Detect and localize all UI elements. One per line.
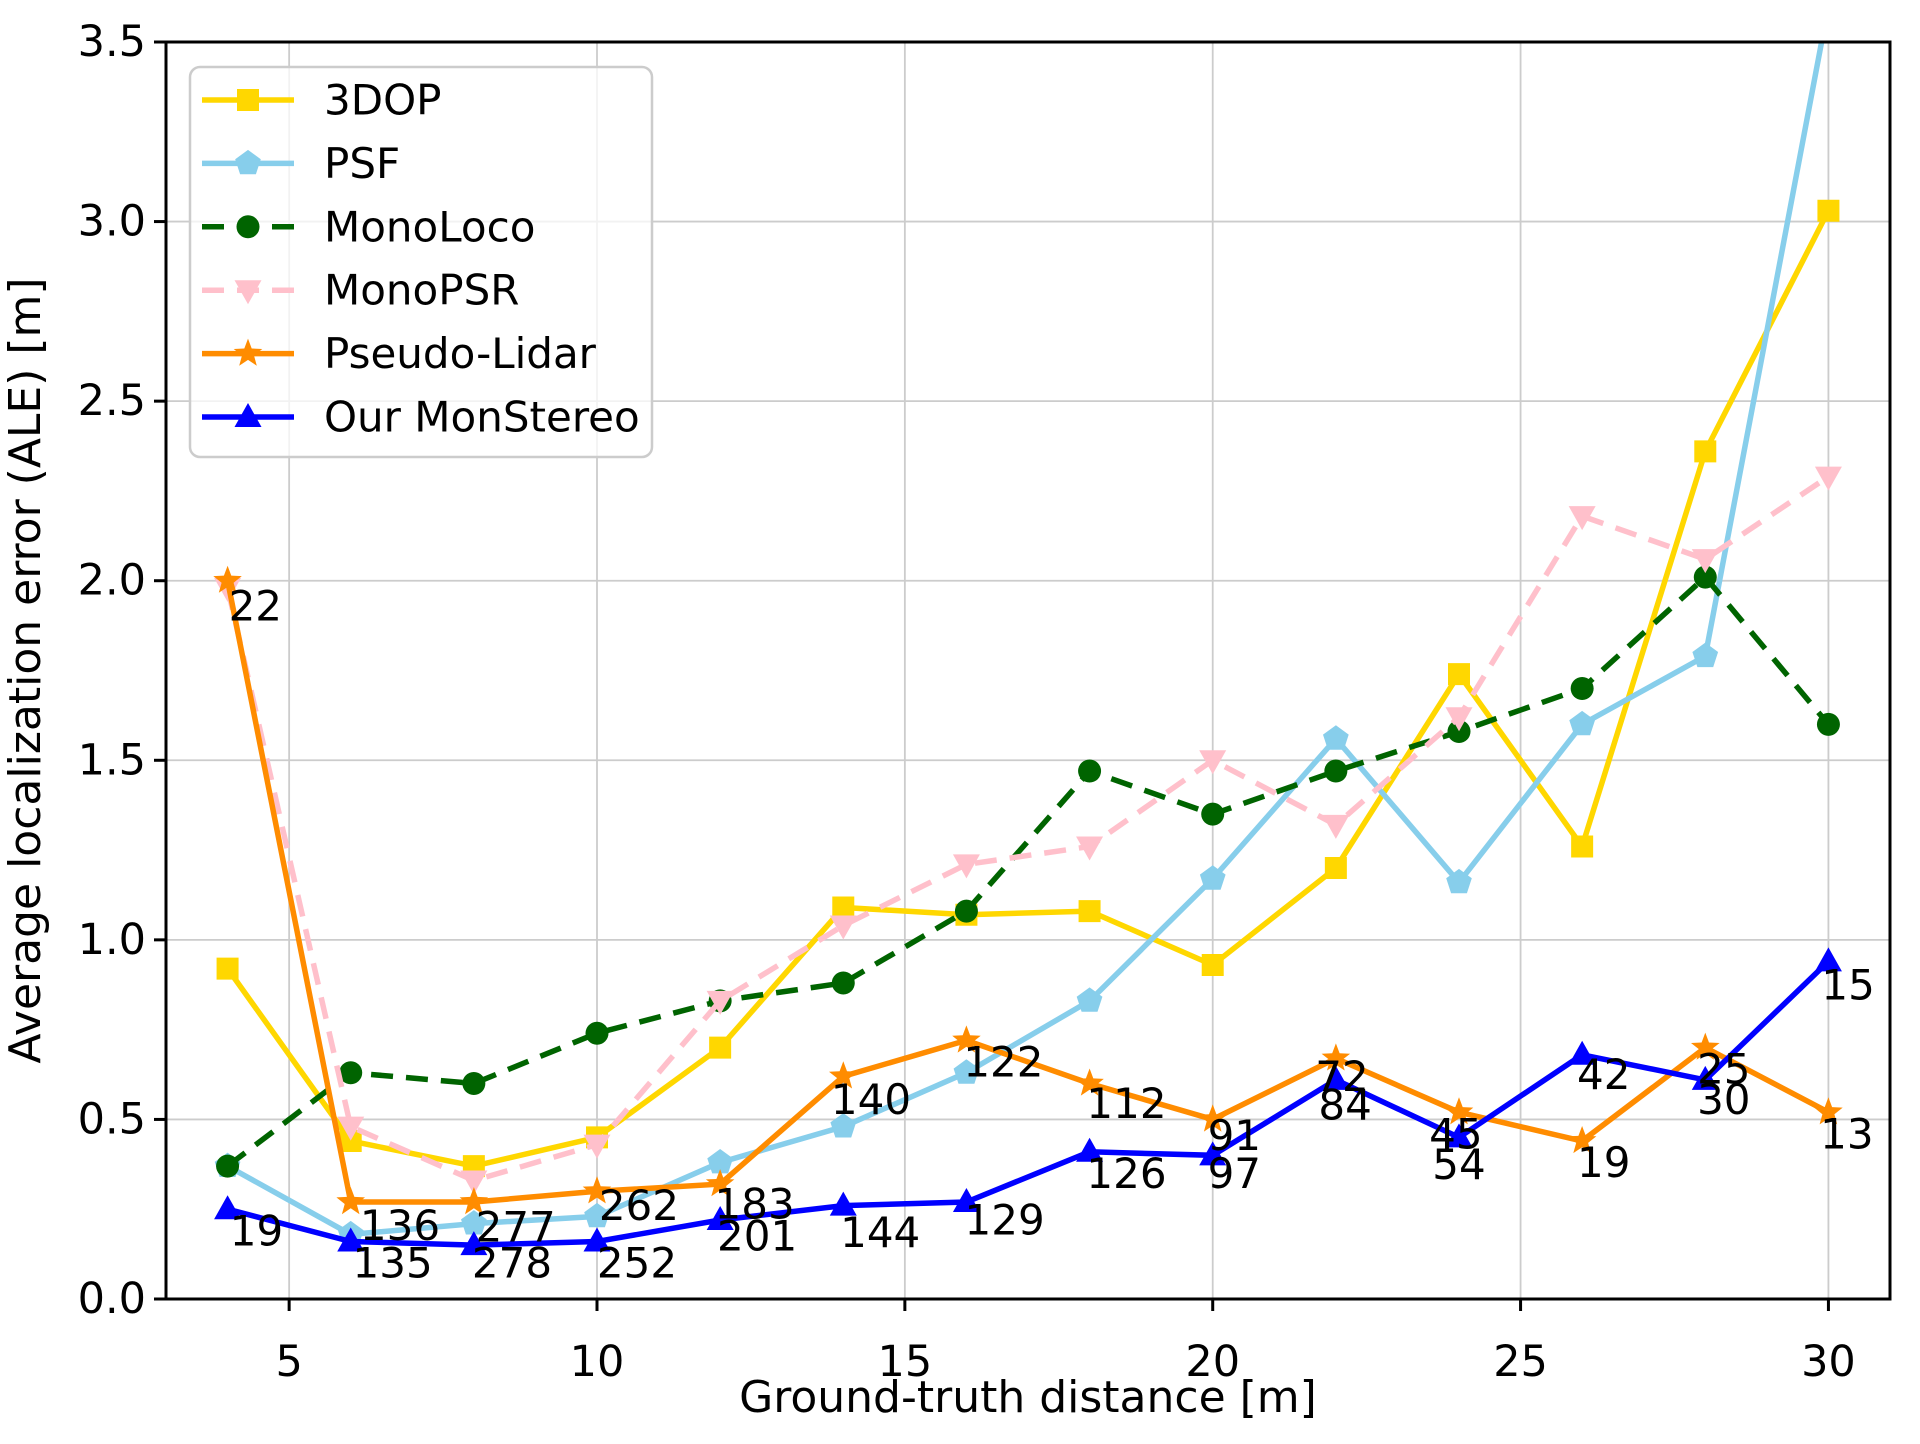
count-label-our-monstereo-x16.62: 129 [965, 1196, 1045, 1245]
legend-marker-our-monstereo [234, 403, 262, 427]
legend-box [188, 65, 654, 459]
svg-text:15: 15 [877, 1337, 932, 1387]
y-tick-labels: 0.0 0.5 1.0 1.5 2.0 2.5 3.0 3.5 [78, 17, 146, 1324]
svg-text:3.0: 3.0 [78, 197, 146, 247]
count-annotations: 22 136 277 262 183 140 122 112 91 72 45 19 25 13 19 135… [229, 581, 1875, 1287]
svg-text:1.5: 1.5 [78, 735, 146, 785]
legend-label-pseudo-lidar: Pseudo-Lidar [324, 329, 597, 378]
count-label-pseudo-lidar-x10.68: 262 [599, 1181, 679, 1230]
legend-marker-3dop [237, 89, 259, 111]
series-psf [214, 42, 1825, 1246]
svg-text:1.0: 1.0 [78, 915, 146, 965]
count-label-our-monstereo-x8.62: 278 [472, 1239, 552, 1288]
series-markers-psf [214, 642, 1719, 1246]
count-label-our-monstereo-x14.6: 144 [840, 1208, 920, 1257]
svg-text:10: 10 [570, 1337, 625, 1387]
legend-label-psf: PSF [324, 139, 400, 188]
count-label-pseudo-lidar-x30.3: 13 [1820, 1109, 1873, 1158]
count-label-pseudo-lidar-x16.6: 122 [963, 1038, 1043, 1087]
y-axis-label: Average localization error (ALE) [m] [0, 277, 51, 1063]
series-monoloco [216, 565, 1840, 1178]
count-label-pseudo-lidar-x8.68: 277 [476, 1203, 556, 1252]
legend: 3DOP PSF MonoLoco MonoPSR Pseudo-Lidar Our Mo… [188, 65, 654, 459]
svg-text:2.5: 2.5 [78, 376, 146, 426]
svg-text:2.0: 2.0 [78, 556, 146, 606]
legend-item-pseudo-lidar: Pseudo-Lidar [202, 329, 597, 378]
legend-label-our-monstereo: Our MonStereo [324, 393, 640, 442]
legend-item-monoloco: MonoLoco [202, 202, 535, 251]
x-tick-labels: 5 10 15 20 25 30 [275, 1337, 1855, 1387]
svg-text:25: 25 [1493, 1337, 1548, 1387]
series-layer [213, 42, 1843, 1256]
legend-label-monoloco: MonoLoco [324, 202, 535, 251]
svg-text:0.0: 0.0 [78, 1274, 146, 1324]
series-line-3dop [225, 209, 1831, 1169]
count-label-our-monstereo-x28.3: 30 [1697, 1075, 1750, 1124]
legend-marker-psf [235, 149, 261, 175]
series-markers-pseudo-lidar [213, 565, 1843, 1215]
count-label-pseudo-lidar-x14.45: 140 [831, 1075, 911, 1124]
svg-text:3.5: 3.5 [78, 17, 146, 67]
count-label-pseudo-lidar-x22.1: 72 [1315, 1052, 1368, 1101]
count-label-pseudo-lidar-x28.3: 25 [1697, 1045, 1750, 1094]
series-our-monstereo [214, 947, 1842, 1256]
svg-text:20: 20 [1185, 1337, 1240, 1387]
count-label-pseudo-lidar-x23.95: 45 [1429, 1109, 1482, 1158]
legend-item-monopsr: MonoPSR [202, 266, 519, 315]
legend-item-3dop: 3DOP [202, 76, 441, 125]
count-label-our-monstereo-x18.6: 126 [1086, 1149, 1166, 1198]
svg-text:5: 5 [275, 1337, 302, 1387]
legend-marker-monoloco [236, 215, 260, 239]
axes-spines [164, 40, 1892, 1301]
count-label-our-monstereo-x10.65: 252 [597, 1239, 677, 1288]
series-line-pseudo-lidar [224, 580, 1830, 1205]
legend-marker-pseudo-lidar [233, 338, 263, 366]
count-label-pseudo-lidar-x6.8: 136 [360, 1201, 440, 1250]
count-label-our-monstereo-x6.68: 135 [353, 1239, 433, 1288]
svg-text:30: 30 [1801, 1337, 1856, 1387]
tick-marks [154, 40, 1830, 1311]
legend-label-monopsr: MonoPSR [324, 266, 519, 315]
count-label-our-monstereo-x12.6: 201 [717, 1212, 797, 1261]
series-markers-our-monstereo [214, 947, 1842, 1256]
count-label-pseudo-lidar-x12.56: 183 [715, 1179, 795, 1228]
x-axis-label: Ground-truth distance [m] [739, 1372, 1317, 1423]
legend-marker-monopsr [234, 280, 262, 305]
legend-label-3dop: 3DOP [324, 76, 441, 125]
series-pseudo-lidar [213, 565, 1843, 1215]
svg-text:0.5: 0.5 [78, 1094, 146, 1144]
count-label-our-monstereo-x22.15: 84 [1318, 1081, 1371, 1130]
count-label-our-monstereo-x26.35: 42 [1577, 1050, 1630, 1099]
series-line-monoloco [225, 573, 1831, 1169]
count-label-our-monstereo-x4.47: 19 [230, 1206, 283, 1255]
count-label-pseudo-lidar-x18.6: 112 [1086, 1079, 1166, 1128]
count-label-our-monstereo-x30.32: 15 [1821, 960, 1874, 1009]
count-label-our-monstereo-x24: 54 [1432, 1140, 1485, 1189]
count-label-pseudo-lidar-x4.45: 22 [229, 581, 282, 630]
series-line-psf [226, 42, 1825, 1238]
count-label-pseudo-lidar-x20.35: 91 [1208, 1111, 1261, 1160]
series-line-monopsr [224, 474, 1830, 1184]
count-label-pseudo-lidar-x26.35: 19 [1577, 1138, 1630, 1187]
count-label-our-monstereo-x20.35: 97 [1208, 1149, 1261, 1198]
series-line-our-monstereo [226, 959, 1831, 1248]
legend-item-our-monstereo: Our MonStereo [202, 393, 640, 442]
legend-item-psf: PSF [202, 139, 400, 188]
